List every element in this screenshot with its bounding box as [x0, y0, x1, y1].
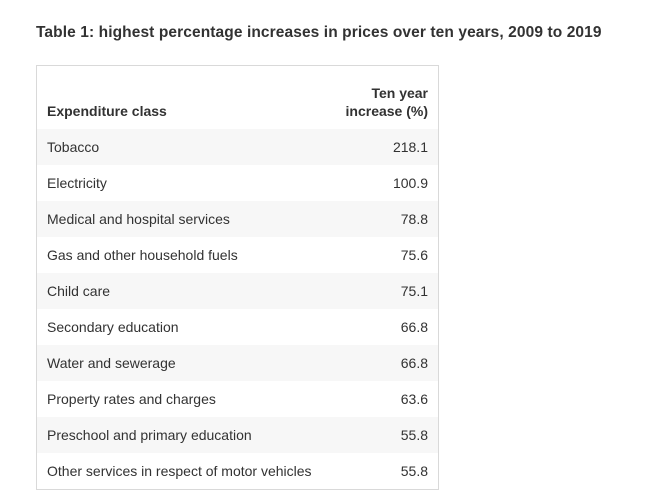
header-expenditure-class: Expenditure class: [37, 66, 332, 129]
table-row: Preschool and primary education 55.8: [37, 417, 438, 453]
header-ten-year-increase: Ten year increase (%): [331, 66, 438, 129]
header-ten-year-increase-line1: Ten year: [371, 85, 428, 101]
cell-expenditure-class: Preschool and primary education: [37, 417, 332, 453]
table-row: Gas and other household fuels 75.6: [37, 237, 438, 273]
cell-expenditure-class: Other services in respect of motor vehic…: [37, 453, 332, 489]
table-row: Medical and hospital services 78.8: [37, 201, 438, 237]
cell-expenditure-class: Electricity: [37, 165, 332, 201]
cell-increase-value: 75.1: [331, 273, 438, 309]
cell-increase-value: 66.8: [331, 309, 438, 345]
table-row: Property rates and charges 63.6: [37, 381, 438, 417]
table-row: Tobacco 218.1: [37, 129, 438, 165]
cell-increase-value: 55.8: [331, 417, 438, 453]
cell-increase-value: 75.6: [331, 237, 438, 273]
header-ten-year-increase-line2: increase (%): [345, 103, 428, 119]
table-body: Tobacco 218.1 Electricity 100.9 Medical …: [37, 129, 438, 489]
cell-expenditure-class: Child care: [37, 273, 332, 309]
table-row: Child care 75.1: [37, 273, 438, 309]
cell-increase-value: 63.6: [331, 381, 438, 417]
header-row: Expenditure class Ten year increase (%): [37, 66, 438, 129]
table-caption: Table 1: highest percentage increases in…: [36, 24, 602, 41]
table-header: Expenditure class Ten year increase (%): [37, 66, 438, 129]
cell-expenditure-class: Tobacco: [37, 129, 332, 165]
table-row: Water and sewerage 66.8: [37, 345, 438, 381]
cell-expenditure-class: Secondary education: [37, 309, 332, 345]
price-increase-table-container: Expenditure class Ten year increase (%) …: [36, 65, 439, 490]
cell-expenditure-class: Gas and other household fuels: [37, 237, 332, 273]
cell-expenditure-class: Property rates and charges: [37, 381, 332, 417]
table-row: Secondary education 66.8: [37, 309, 438, 345]
table-row: Electricity 100.9: [37, 165, 438, 201]
cell-expenditure-class: Water and sewerage: [37, 345, 332, 381]
cell-expenditure-class: Medical and hospital services: [37, 201, 332, 237]
cell-increase-value: 66.8: [331, 345, 438, 381]
price-increase-table: Expenditure class Ten year increase (%) …: [37, 66, 438, 489]
cell-increase-value: 55.8: [331, 453, 438, 489]
cell-increase-value: 100.9: [331, 165, 438, 201]
cell-increase-value: 218.1: [331, 129, 438, 165]
table-row: Other services in respect of motor vehic…: [37, 453, 438, 489]
cell-increase-value: 78.8: [331, 201, 438, 237]
